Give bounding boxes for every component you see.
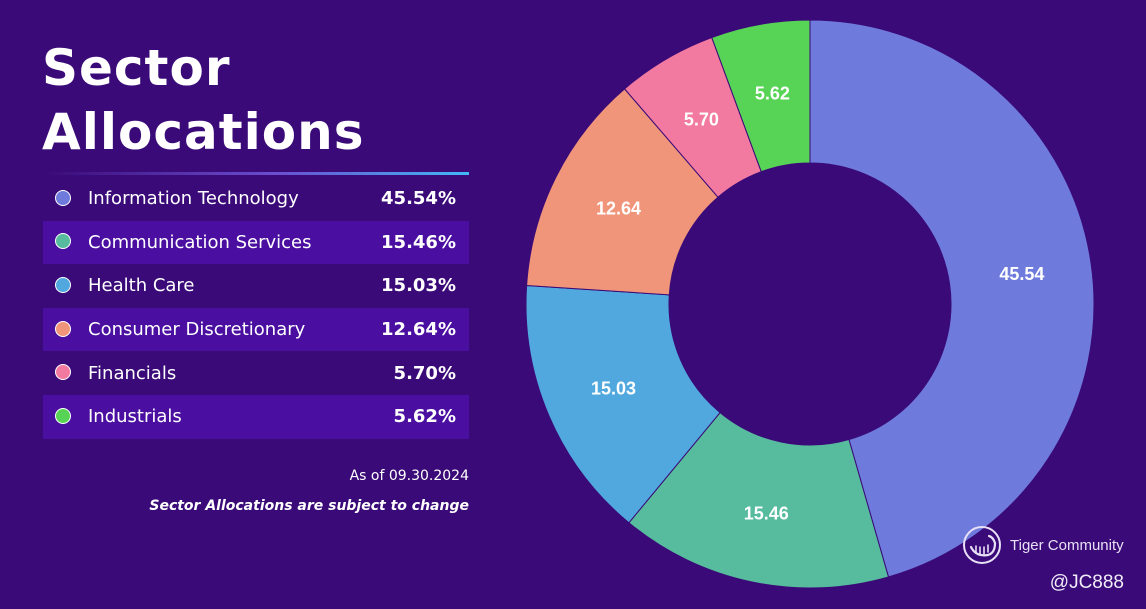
- legend-swatch-icon: [55, 233, 71, 250]
- legend-swatch-icon: [55, 320, 71, 337]
- legend-swatch-icon: [55, 189, 71, 206]
- disclaimer: Sector Allocations are subject to change: [149, 498, 469, 514]
- legend-swatch-icon: [55, 364, 71, 381]
- legend-value: 12.64%: [381, 319, 456, 341]
- donut-slice-industrials: [711, 19, 811, 173]
- legend-value: 45.54%: [381, 188, 456, 210]
- legend-item-health-care: Health Care 15.03%: [43, 264, 469, 308]
- donut-slice-consumer-discretionary: [526, 88, 719, 296]
- legend-value: 15.46%: [381, 231, 456, 253]
- slice-data-label: 5.62: [755, 83, 790, 103]
- legend-label: Industrials: [88, 406, 182, 428]
- donut-slice-information-technology: [809, 19, 1095, 578]
- legend-item-consumer-discretionary: Consumer Discretionary 12.64%: [43, 307, 469, 352]
- legend-value: 5.70%: [393, 362, 456, 384]
- slice-data-label: 15.03: [591, 379, 636, 399]
- legend-item-industrials: Industrials 5.62%: [43, 394, 469, 439]
- slice-data-label: 5.70: [684, 110, 719, 130]
- slice-data-label: 15.46: [744, 503, 789, 523]
- title-divider: [42, 172, 469, 175]
- legend-label: Information Technology: [88, 188, 299, 210]
- title-line-1: Sector: [42, 39, 231, 97]
- legend-label: Communication Services: [88, 231, 312, 253]
- legend-item-financials: Financials 5.70%: [43, 351, 469, 395]
- page-title: Sector Allocations: [42, 36, 364, 164]
- legend-label: Consumer Discretionary: [88, 319, 306, 341]
- donut-slice-health-care: [525, 284, 721, 524]
- legend: Information Technology 45.54% Communicat…: [43, 177, 469, 439]
- legend-swatch-icon: [55, 407, 71, 424]
- donut-slice-communication-services: [628, 411, 890, 589]
- as-of-date: As of 09.30.2024: [349, 468, 469, 484]
- legend-item-communication-services: Communication Services 15.46%: [43, 220, 469, 265]
- slice-data-label: 12.64: [596, 199, 641, 219]
- watermark-handle: @JC888: [1049, 572, 1124, 593]
- legend-value: 15.03%: [381, 275, 456, 297]
- tiger-logo-icon: [963, 526, 1001, 564]
- watermark-brand-label: Tiger Community: [1010, 536, 1124, 554]
- legend-label: Financials: [88, 362, 177, 384]
- watermark-brand: Tiger Community: [962, 525, 1124, 565]
- title-line-2: Allocations: [42, 103, 365, 161]
- legend-label: Health Care: [88, 275, 195, 297]
- legend-swatch-icon: [55, 276, 71, 293]
- legend-value: 5.62%: [393, 406, 456, 428]
- slice-data-label: 45.54: [999, 264, 1044, 284]
- legend-item-information-technology: Information Technology 45.54%: [43, 177, 469, 221]
